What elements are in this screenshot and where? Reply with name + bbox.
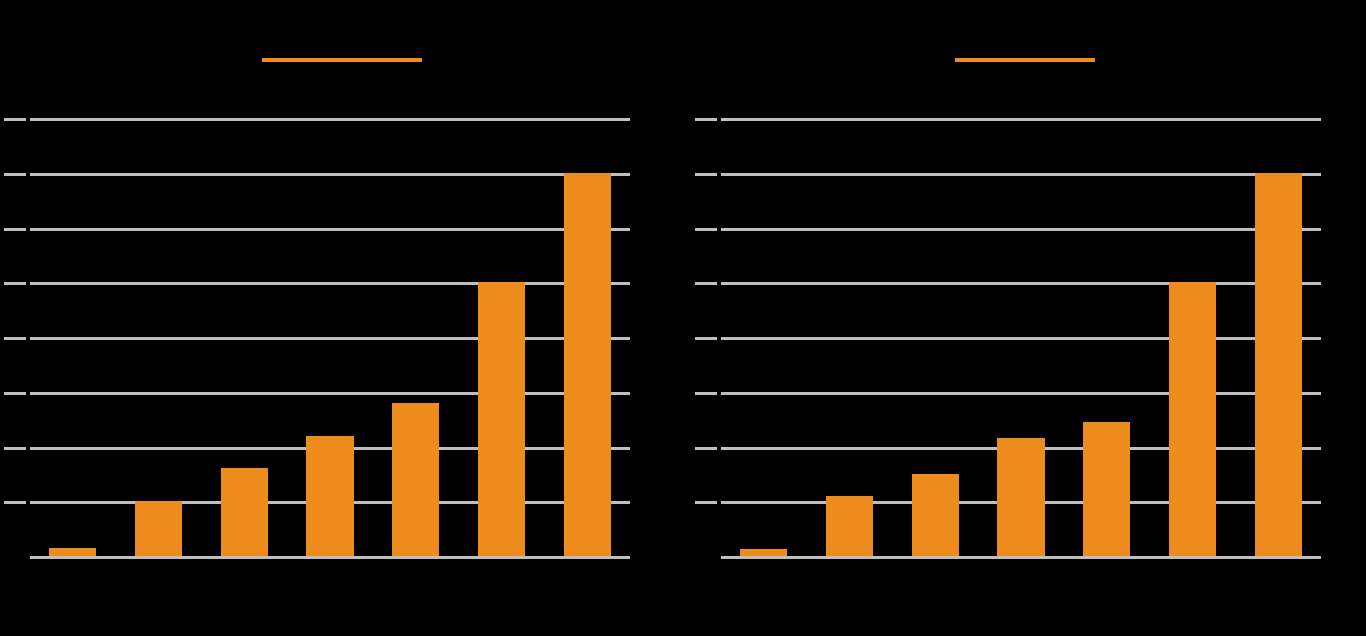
bar [306, 436, 353, 556]
bar [1255, 173, 1302, 556]
legend [955, 58, 1095, 62]
bar [392, 403, 439, 556]
y-tick [4, 282, 26, 285]
bar [49, 548, 96, 556]
y-tick [4, 118, 26, 121]
y-tick [4, 501, 26, 504]
chart-panel-0 [0, 0, 683, 636]
legend-series-line [955, 58, 1095, 62]
bar [740, 549, 787, 556]
baseline [30, 556, 630, 559]
plot-area [30, 118, 630, 556]
y-tick [4, 447, 26, 450]
bars-group [721, 118, 1321, 556]
y-tick [695, 282, 717, 285]
baseline [721, 556, 1321, 559]
y-tick [4, 392, 26, 395]
y-tick [695, 501, 717, 504]
y-tick [695, 173, 717, 176]
bars-group [30, 118, 630, 556]
bar [997, 438, 1044, 556]
plot-area [721, 118, 1321, 556]
y-tick [695, 392, 717, 395]
legend-series-line [262, 58, 422, 62]
bar [912, 474, 959, 556]
chart-panel-1 [683, 0, 1366, 636]
bar [826, 496, 873, 556]
bar [564, 173, 611, 556]
bar [1169, 282, 1216, 556]
y-tick [695, 228, 717, 231]
y-tick [4, 228, 26, 231]
bar [221, 468, 268, 556]
y-tick [4, 173, 26, 176]
y-tick [695, 118, 717, 121]
y-tick [4, 337, 26, 340]
bar [1083, 422, 1130, 556]
legend [262, 58, 422, 62]
y-tick [695, 447, 717, 450]
bar [135, 501, 182, 556]
bar [478, 282, 525, 556]
y-tick [695, 337, 717, 340]
